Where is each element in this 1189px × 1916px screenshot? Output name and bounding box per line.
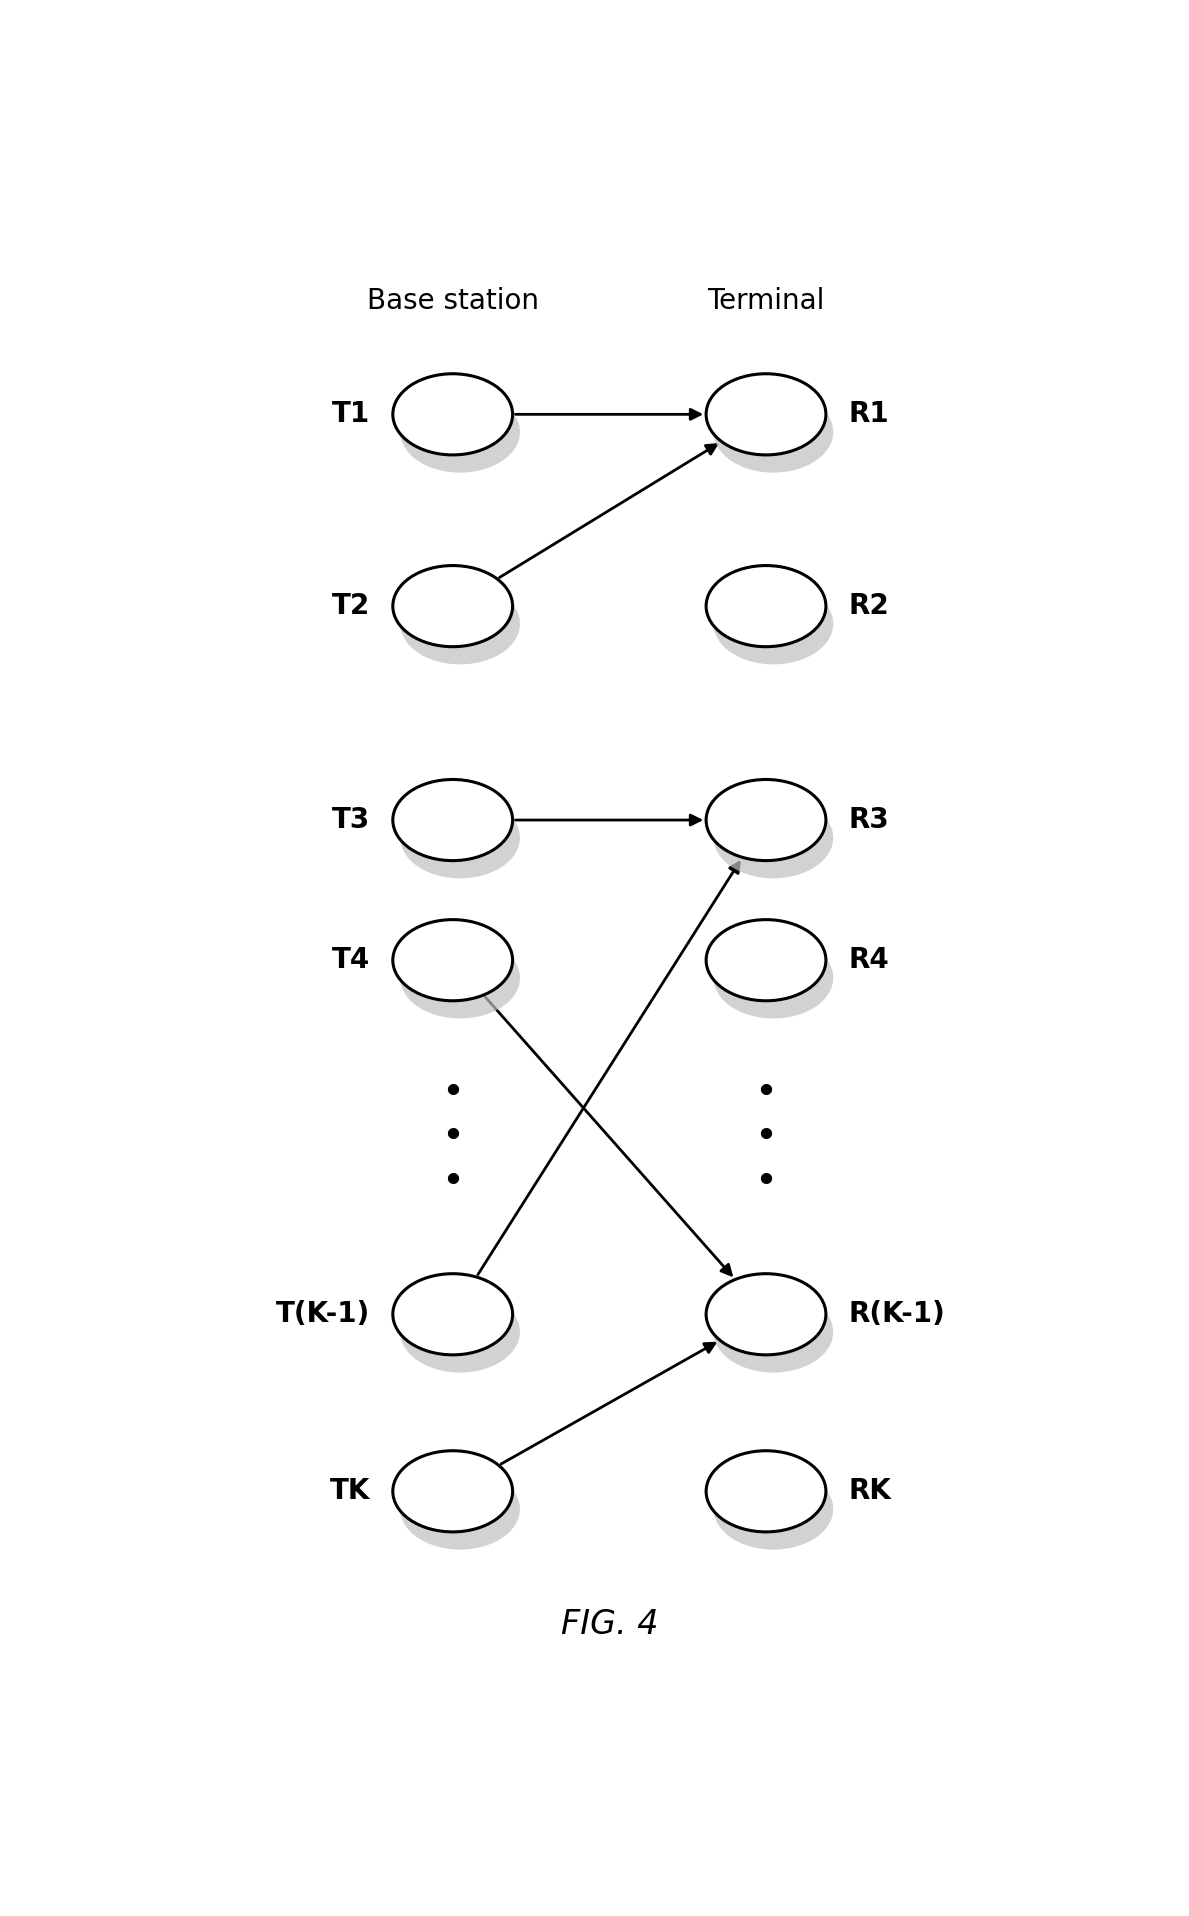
Ellipse shape: [392, 780, 512, 860]
Ellipse shape: [401, 582, 520, 665]
Ellipse shape: [713, 937, 833, 1019]
Text: •: •: [755, 1163, 778, 1201]
Ellipse shape: [392, 920, 512, 1000]
Ellipse shape: [713, 1468, 833, 1550]
Ellipse shape: [392, 374, 512, 454]
Text: •: •: [441, 1075, 464, 1111]
Text: TK: TK: [329, 1477, 370, 1506]
Ellipse shape: [392, 565, 512, 648]
Text: R(K-1): R(K-1): [849, 1301, 945, 1328]
Text: •: •: [755, 1075, 778, 1111]
Text: Terminal: Terminal: [707, 287, 825, 314]
Text: •: •: [441, 1163, 464, 1201]
Text: •: •: [441, 1119, 464, 1155]
Text: T2: T2: [332, 592, 370, 621]
Text: •: •: [755, 1119, 778, 1155]
Ellipse shape: [713, 582, 833, 665]
Text: Base station: Base station: [366, 287, 539, 314]
Ellipse shape: [706, 1450, 826, 1533]
Ellipse shape: [401, 1468, 520, 1550]
Text: FIG. 4: FIG. 4: [560, 1608, 659, 1640]
Text: T(K-1): T(K-1): [276, 1301, 370, 1328]
Text: R2: R2: [849, 592, 889, 621]
Ellipse shape: [706, 1274, 826, 1355]
Ellipse shape: [401, 1291, 520, 1372]
Ellipse shape: [713, 1291, 833, 1372]
Ellipse shape: [713, 391, 833, 473]
Text: R3: R3: [849, 807, 889, 833]
Ellipse shape: [706, 780, 826, 860]
Ellipse shape: [401, 797, 520, 878]
Ellipse shape: [392, 1450, 512, 1533]
Ellipse shape: [401, 391, 520, 473]
Ellipse shape: [706, 920, 826, 1000]
Ellipse shape: [706, 374, 826, 454]
Ellipse shape: [713, 797, 833, 878]
Ellipse shape: [401, 937, 520, 1019]
Text: T3: T3: [332, 807, 370, 833]
Text: RK: RK: [849, 1477, 892, 1506]
Text: T1: T1: [332, 400, 370, 429]
Ellipse shape: [392, 1274, 512, 1355]
Text: R1: R1: [849, 400, 889, 429]
Ellipse shape: [706, 565, 826, 648]
Text: T4: T4: [332, 947, 370, 973]
Text: R4: R4: [849, 947, 889, 973]
